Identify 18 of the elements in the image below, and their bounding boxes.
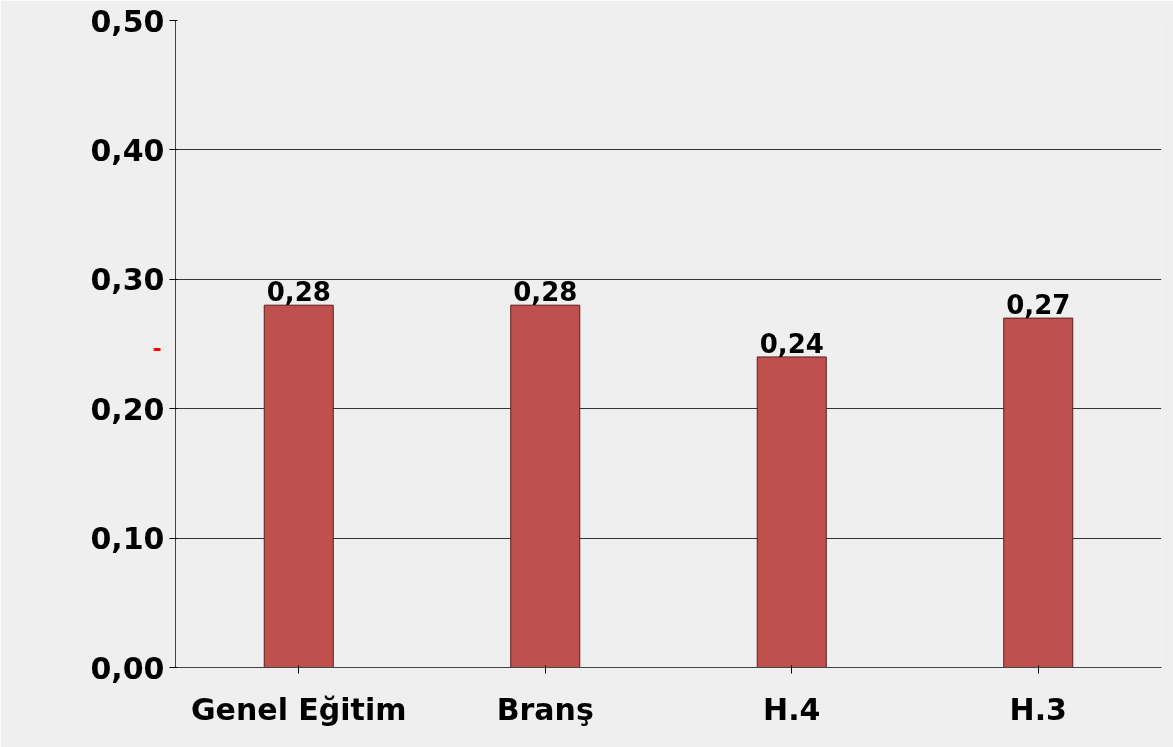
data-label: 0,28 (513, 277, 578, 308)
y-tick-label: 0,10 (90, 521, 165, 557)
data-label: 0,27 (1006, 290, 1071, 321)
y-tick-label: 0,50 (90, 3, 165, 39)
x-tick-label: Branş (496, 691, 594, 727)
y-tick-label: 0,40 (90, 132, 165, 168)
data-label: 0,24 (759, 328, 824, 359)
bar (510, 304, 581, 668)
y-tick-label: 0,20 (90, 391, 165, 427)
bar (263, 304, 334, 668)
x-tick-label: Genel Eğitim (190, 691, 407, 727)
y-tick-label: 0,00 (90, 650, 165, 686)
bar (1003, 317, 1074, 668)
y-tick-label: 0,30 (90, 262, 165, 298)
bar (756, 356, 827, 668)
x-tick-label: H.3 (1009, 691, 1067, 727)
x-tick-label: H.4 (763, 691, 821, 727)
data-label: 0,28 (266, 277, 331, 308)
